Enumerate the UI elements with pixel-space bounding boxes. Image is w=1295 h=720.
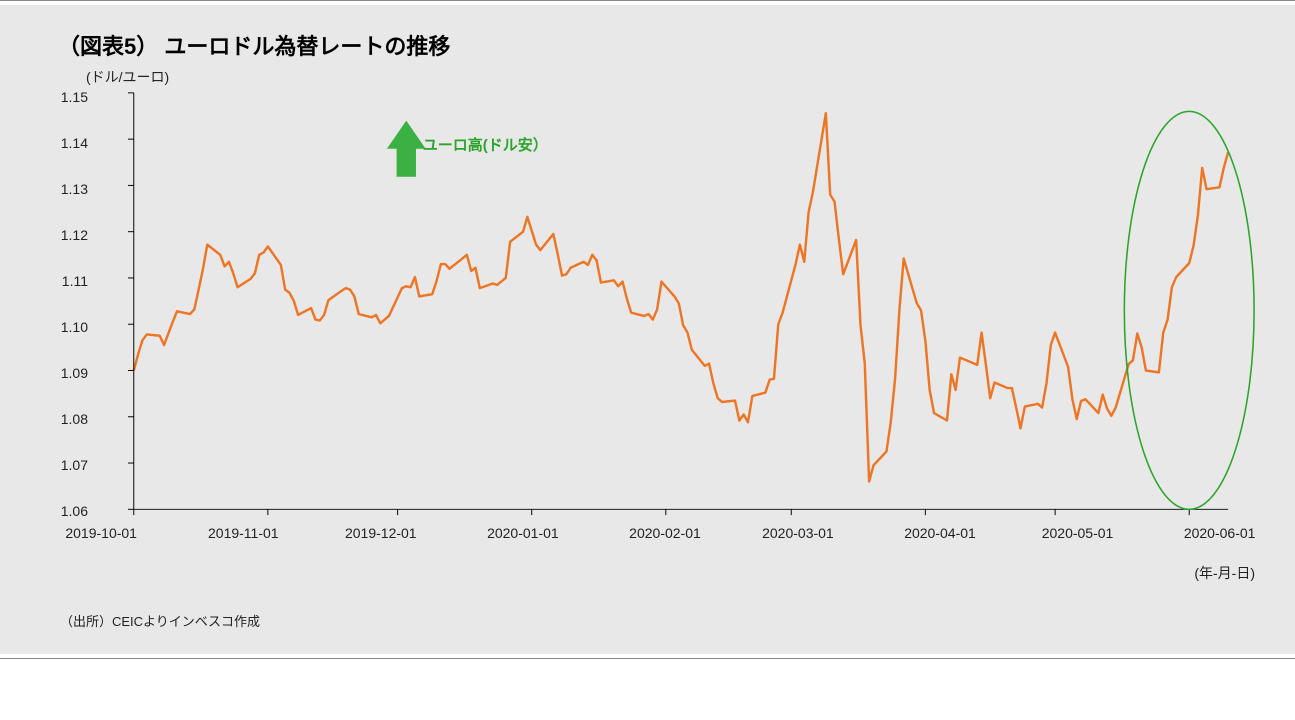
- ytick-label: 1.06: [61, 503, 88, 519]
- ytick-label: 1.08: [61, 411, 88, 427]
- xtick-label: 2020-06-01: [1184, 525, 1256, 541]
- xtick-label: 2020-04-01: [904, 525, 976, 541]
- plot-region: ユーロ高(ドル安）: [94, 89, 1265, 519]
- ytick-label: 1.12: [61, 227, 88, 243]
- chart-panel: （図表5） ユーロドル為替レートの推移 (ドル/ユーロ) 1.151.141.1…: [0, 5, 1295, 654]
- line-chart-svg: [94, 89, 1265, 519]
- ytick-label: 1.13: [61, 181, 88, 197]
- ytick-label: 1.11: [62, 273, 88, 289]
- series-line: [134, 113, 1228, 481]
- xtick-label: 2019-11-01: [208, 525, 279, 541]
- ytick-label: 1.14: [61, 135, 88, 151]
- xtick-label: 2019-10-01: [65, 525, 137, 541]
- x-axis-title: (年-月-日): [30, 563, 1255, 583]
- highlight-ellipse: [1124, 111, 1254, 509]
- ytick-label: 1.10: [61, 319, 88, 335]
- xtick-label: 2020-03-01: [762, 525, 834, 541]
- xtick-label: 2020-01-01: [487, 525, 559, 541]
- ytick-label: 1.15: [61, 89, 88, 105]
- ytick-label: 1.09: [61, 365, 88, 381]
- y-axis-labels: 1.15 1.14 1.13 1.12 1.11 1.10 1.09 1.08 1.07 1.06: [30, 89, 94, 519]
- xtick-label: 2020-05-01: [1042, 525, 1114, 541]
- xtick-label: 2019-12-01: [345, 525, 417, 541]
- source-note: （出所）CEICよりインベスコ作成: [60, 611, 1265, 630]
- frame-border: （図表5） ユーロドル為替レートの推移 (ドル/ユーロ) 1.151.141.1…: [0, 0, 1295, 659]
- xtick-label: 2020-02-01: [629, 525, 701, 541]
- annotation-euro-high: ユーロ高(ドル安）: [423, 134, 548, 155]
- chart-title: （図表5） ユーロドル為替レートの推移: [58, 29, 1265, 61]
- x-axis-labels: 2019-10-012019-11-012019-12-012020-01-01…: [94, 525, 1265, 549]
- chart-area: 1.15 1.14 1.13 1.12 1.11 1.10 1.09 1.08 1.07 1.06…: [30, 89, 1265, 519]
- ytick-label: 1.07: [61, 457, 88, 473]
- y-axis-title: (ドル/ユーロ): [86, 67, 1265, 87]
- up-arrow-icon: [387, 121, 426, 177]
